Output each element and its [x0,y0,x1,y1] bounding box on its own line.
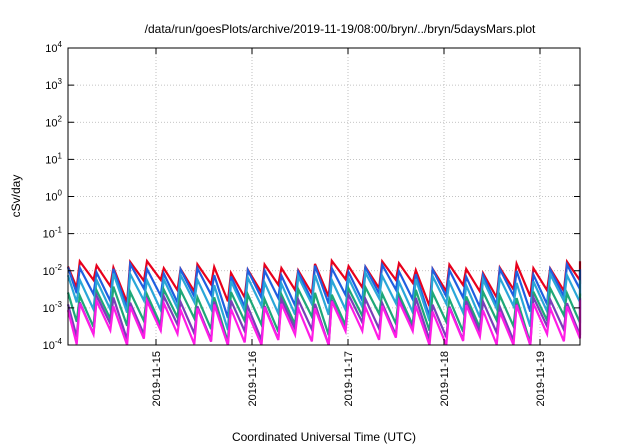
y-tick-label: 103 [45,77,62,92]
x-axis-label: Coordinated Universal Time (UTC) [232,430,416,444]
x-axis: 2019-11-15 2019-11-16 2019-11-17 2019-11-18… [151,48,547,406]
series-group [66,257,582,346]
y-tick-label: 104 [45,40,62,55]
chart-title: /data/run/goesPlots/archive/2019-11-19/0… [145,22,536,36]
x-tick-label: 2019-11-15 [151,351,163,406]
y-tick-label: 10-1 [43,226,63,241]
x-tick-label: 2019-11-16 [247,351,259,406]
x-tick-label: 2019-11-17 [343,351,355,406]
y-tick-label: 101 [45,151,62,166]
y-tick-label: 10-4 [43,337,63,352]
series-line-6 [66,296,582,346]
grid [68,48,580,345]
y-tick-label: 100 [45,189,62,204]
y-tick-label: 102 [45,114,62,129]
series-line-3 [66,268,582,331]
y-axis-label: cSv/day [9,175,23,218]
x-tick-label: 2019-11-18 [439,351,451,406]
y-axis: 10-4 10-3 10-2 10-1 100 101 102 103 104 [43,40,580,352]
y-tick-label: 10-2 [43,263,63,278]
x-tick-label: 2019-11-19 [535,351,547,406]
y-tick-label: 10-3 [43,300,63,315]
